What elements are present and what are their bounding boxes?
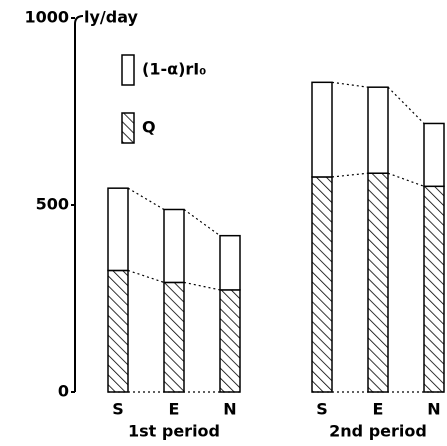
group-label: 2nd period <box>329 422 427 441</box>
bar-segment <box>423 122 445 188</box>
legend-label: (1-α)rI₀ <box>142 60 206 79</box>
bar-segment <box>423 185 445 393</box>
x-tick-label: E <box>169 400 180 419</box>
bar-segment <box>311 176 333 393</box>
legend-swatch <box>121 54 135 86</box>
bar-segment <box>367 86 389 174</box>
x-tick-label: N <box>427 400 440 419</box>
connector <box>127 187 165 211</box>
y-tick-label: 0 <box>58 382 69 401</box>
connector <box>331 81 369 88</box>
connector <box>387 86 425 124</box>
connector <box>127 269 165 283</box>
bar-segment <box>107 187 129 272</box>
connector <box>183 209 221 237</box>
bar-segment <box>311 81 333 178</box>
connector <box>183 281 221 291</box>
group-label: 1st period <box>128 422 220 441</box>
bar-segment <box>219 234 241 291</box>
x-tick-label: S <box>316 400 328 419</box>
bar-segment <box>367 172 389 393</box>
y-axis <box>74 15 84 392</box>
legend-swatch <box>121 112 135 144</box>
x-tick-label: E <box>373 400 384 419</box>
bar-segment <box>163 208 185 284</box>
x-tick-label: N <box>223 400 236 419</box>
bar-segment <box>107 269 129 393</box>
bar-segment <box>219 289 241 393</box>
y-tick-label: 500 <box>36 195 69 214</box>
legend-label: Q <box>142 118 156 137</box>
y-tick-label: 1000 <box>24 8 69 27</box>
connector <box>387 172 425 187</box>
bar-segment <box>163 281 185 393</box>
x-tick-label: S <box>112 400 124 419</box>
connector <box>331 172 369 178</box>
y-axis-label: ly/day <box>84 8 139 27</box>
